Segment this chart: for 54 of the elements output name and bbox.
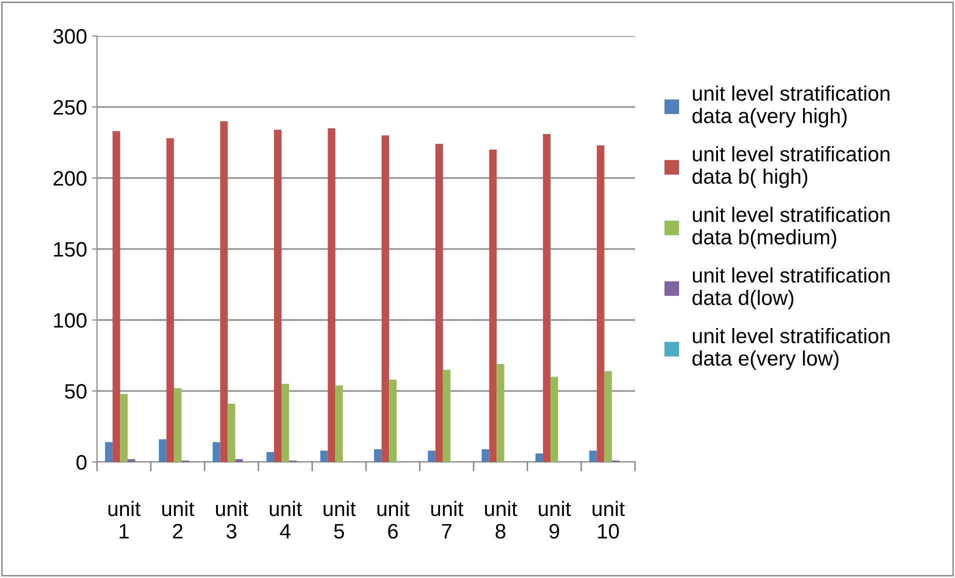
x-tick-label: unit 8 — [485, 500, 518, 539]
bar — [158, 439, 166, 462]
x-tick-label: unit 9 — [538, 500, 571, 539]
x-tick-label: unit 7 — [431, 500, 464, 538]
x-tick-label: unit 3 — [216, 500, 248, 539]
x-tick-label: unit 4 — [270, 500, 302, 538]
y-tick-label: 50 — [64, 384, 86, 399]
bar — [589, 450, 597, 462]
bar — [166, 138, 174, 462]
bar — [374, 449, 382, 462]
bar — [543, 134, 551, 462]
legend-label: unit level stratification data b(medium) — [692, 206, 890, 249]
bar — [235, 459, 243, 462]
bar — [596, 145, 604, 462]
bar — [282, 384, 290, 462]
bar — [220, 121, 228, 462]
bar — [604, 371, 612, 462]
bar — [550, 376, 558, 462]
bar — [266, 452, 274, 462]
y-tick-label: 200 — [54, 171, 86, 186]
bar — [389, 380, 397, 462]
bar — [174, 388, 182, 462]
bar — [428, 450, 436, 462]
y-tick-label: 0 — [76, 455, 86, 470]
bar — [120, 394, 128, 462]
x-tick-label: unit 2 — [162, 500, 194, 538]
bar — [535, 453, 543, 462]
y-tick-label: 250 — [54, 100, 86, 115]
y-tick-label: 300 — [53, 29, 86, 44]
bar — [328, 128, 336, 462]
legend-label: unit level stratification data d(low) — [692, 267, 890, 310]
bar — [112, 131, 120, 462]
bar — [482, 449, 490, 462]
legend-label: unit level stratification data a(very high) — [692, 86, 890, 128]
bar — [435, 144, 443, 462]
bar — [382, 135, 390, 462]
bar — [320, 450, 328, 462]
bar — [442, 370, 450, 462]
bar — [212, 442, 220, 462]
bar — [274, 130, 282, 462]
bar — [105, 442, 113, 462]
y-tick-label: 150 — [54, 242, 86, 257]
x-tick-label: unit 6 — [377, 500, 410, 539]
legend-label: unit level stratification data e(very low) — [692, 328, 890, 370]
bar — [335, 385, 343, 462]
x-tick-label: unit 10 — [592, 500, 625, 539]
bar — [489, 150, 497, 462]
x-tick-label: unit 5 — [324, 500, 356, 539]
y-tick-label: 100 — [54, 313, 86, 328]
bar — [496, 364, 504, 462]
x-tick-label: unit 1 — [108, 500, 141, 538]
legend-label: unit level stratification data b( high) — [692, 146, 890, 188]
bar — [228, 404, 236, 462]
bar — [128, 459, 136, 462]
